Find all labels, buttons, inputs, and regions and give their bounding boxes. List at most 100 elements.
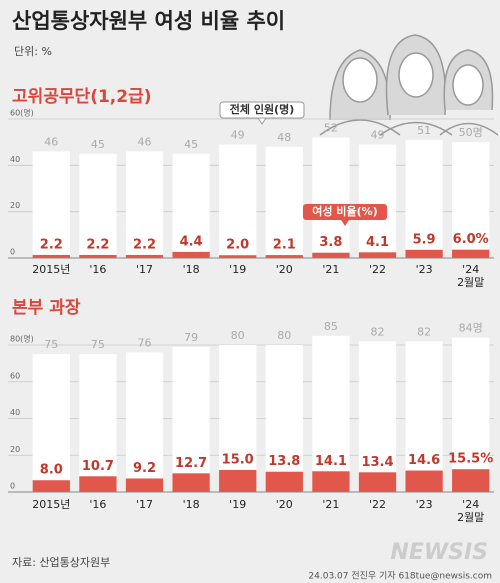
bar	[172, 473, 210, 492]
bar	[219, 345, 257, 492]
total-label: 80	[231, 329, 245, 342]
x-tick-label: '20	[275, 263, 293, 276]
total-label: 50명	[459, 126, 483, 139]
x-tick-label: '17	[135, 263, 153, 276]
unit: 단위: %	[14, 45, 52, 58]
legend-label: 여성 비율(%)	[312, 204, 377, 218]
total-label: 51	[417, 124, 431, 137]
ratio-label: 4.1	[366, 235, 389, 250]
callout-pointer	[257, 117, 267, 125]
credit: 24.03.07 전진우 기자 618tue@newsis.com	[308, 571, 492, 582]
bar	[312, 471, 350, 492]
total-label: 45	[184, 138, 198, 151]
ratio-label: 9.2	[133, 461, 156, 476]
total-label: 48	[277, 131, 291, 144]
total-label: 84명	[459, 322, 483, 335]
x-tick-label: '18	[182, 498, 200, 511]
x-tick-label: '21	[322, 263, 340, 276]
bar	[32, 480, 70, 492]
bar	[452, 469, 490, 492]
total-label: 80	[277, 329, 291, 342]
x-tick-label: '23	[415, 263, 433, 276]
bar	[452, 337, 490, 492]
y-tick-label: 0	[10, 482, 15, 491]
x-tick-label: '24 2월말	[457, 498, 485, 524]
x-tick-label: '20	[275, 498, 293, 511]
total-label: 82	[371, 325, 385, 338]
ratio-label: 13.8	[268, 454, 300, 469]
bar	[172, 153, 210, 258]
x-tick-label: '22	[368, 498, 386, 511]
bar	[79, 476, 117, 492]
bar	[265, 146, 303, 258]
total-label: 52	[324, 122, 338, 135]
bar	[219, 469, 257, 492]
callout-box	[303, 204, 387, 220]
x-tick-label: '21	[322, 498, 340, 511]
watermark: NEWSIS	[390, 540, 488, 565]
bar	[125, 151, 164, 258]
bar	[32, 254, 70, 258]
bar	[405, 341, 443, 492]
ratio-label: 8.0	[40, 463, 63, 478]
x-tick-label: '16	[89, 498, 107, 511]
bar	[358, 472, 397, 492]
ratio-label: 6.0%	[453, 232, 489, 247]
y-tick-label: 40	[10, 155, 20, 164]
x-tick-label: 2015년	[32, 498, 71, 511]
bar	[405, 139, 443, 258]
x-tick-label: '16	[89, 263, 107, 276]
total-label: 45	[91, 138, 105, 151]
x-tick-label: '17	[135, 498, 153, 511]
total-label: 75	[91, 338, 105, 351]
ratio-label: 15.5%	[448, 452, 493, 467]
bar	[79, 153, 117, 258]
ratio-label: 13.4	[361, 455, 393, 470]
bar	[358, 252, 397, 258]
y-tick-label: 60(명)	[10, 108, 34, 118]
x-tick-label: '18	[182, 263, 200, 276]
ratio-label: 2.2	[86, 237, 109, 252]
ratio-label: 3.8	[319, 235, 342, 250]
chart-title: 고위공무단(1,2급)	[12, 87, 152, 107]
bar	[452, 142, 490, 258]
ratio-label: 2.2	[133, 237, 156, 252]
bar	[32, 354, 70, 492]
total-label: 49	[371, 128, 385, 141]
bar	[219, 144, 257, 258]
total-label: 76	[138, 336, 152, 349]
bar	[172, 251, 210, 258]
x-tick-label: '19	[229, 263, 247, 276]
chart-title: 본부 과장	[12, 298, 81, 318]
total-label: 46	[44, 135, 58, 148]
bar	[265, 255, 303, 258]
y-tick-label: 20	[10, 201, 20, 210]
total-label: 46	[138, 135, 152, 148]
bar	[172, 346, 210, 492]
bar	[312, 252, 350, 258]
total-label: 85	[324, 320, 338, 333]
ratio-label: 5.9	[413, 232, 436, 247]
bar	[265, 471, 303, 492]
bar	[312, 335, 350, 492]
ratio-label: 14.1	[315, 454, 347, 469]
bar	[358, 144, 397, 258]
bar	[265, 345, 303, 492]
ratio-label: 12.7	[175, 456, 207, 471]
y-tick-label: 40	[10, 408, 20, 417]
illustration	[319, 34, 499, 136]
bar	[125, 352, 164, 492]
callout-pointer	[341, 220, 349, 226]
bar	[405, 249, 443, 258]
bar	[32, 151, 70, 258]
title: 산업통상자원부 여성 비율 추이	[12, 9, 285, 33]
total-label: 82	[417, 325, 431, 338]
y-tick-label: 60	[10, 371, 20, 380]
x-tick-label: 2015년	[32, 263, 71, 276]
legend-label: 전체 인원(명)	[230, 102, 294, 116]
bar	[312, 137, 350, 258]
total-label: 75	[44, 338, 58, 351]
ratio-label: 2.2	[40, 237, 63, 252]
